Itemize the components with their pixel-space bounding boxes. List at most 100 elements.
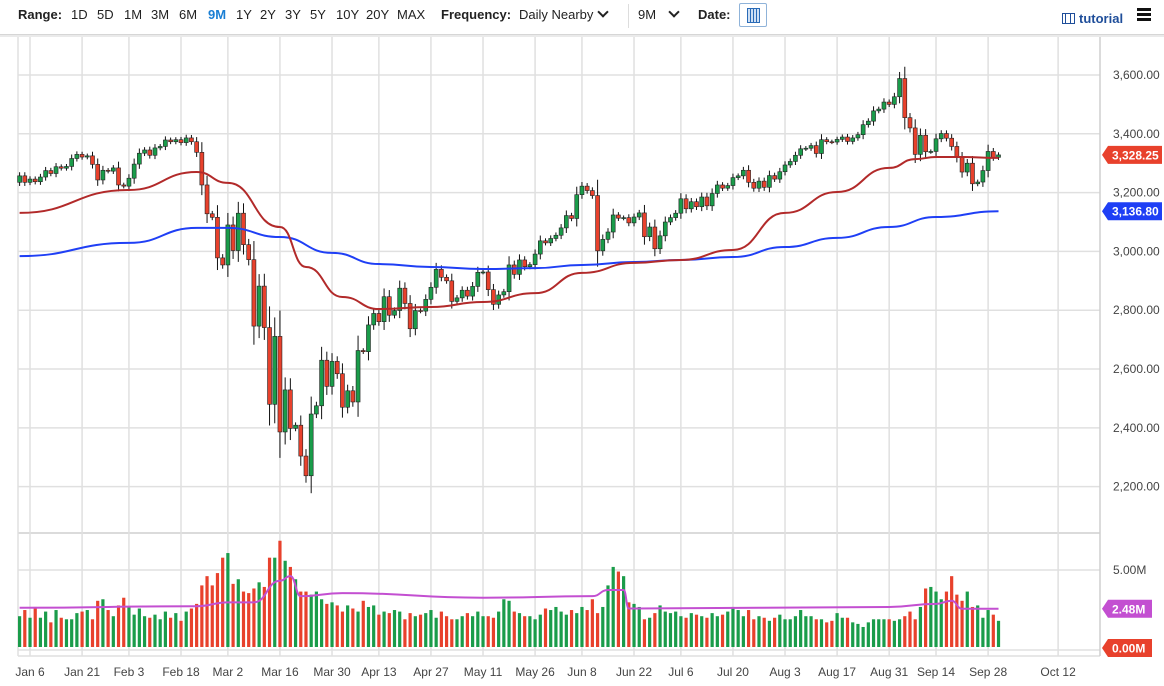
volume-bar	[903, 616, 907, 647]
range-9m[interactable]: 9M	[208, 7, 227, 22]
candle-down	[991, 151, 996, 158]
candle-up	[787, 161, 793, 166]
volume-bar	[418, 614, 423, 647]
tutorial-link[interactable]: tutorial	[1062, 11, 1123, 26]
candle-down	[761, 180, 767, 188]
frequency-value: Daily Nearby	[519, 7, 594, 22]
volume-bar	[476, 611, 480, 647]
volume-bar	[965, 591, 969, 647]
candle-up	[621, 217, 626, 219]
volume-bar	[512, 611, 516, 647]
candle-up	[173, 139, 179, 143]
candle-down	[298, 424, 304, 457]
volume-bar	[38, 617, 43, 647]
candle-up	[647, 226, 652, 238]
volume-bar	[267, 557, 272, 647]
range-1d[interactable]: 1D	[71, 7, 88, 22]
volume-bar	[533, 619, 537, 647]
volume-bar	[491, 617, 496, 647]
volume-bar	[752, 619, 756, 647]
volume-bar	[835, 613, 839, 647]
volume-zero-tag-bg	[1102, 639, 1152, 657]
volume-bar	[340, 611, 345, 647]
candle-down	[694, 201, 699, 208]
range-2y[interactable]: 2Y	[260, 7, 276, 22]
volume-bar	[231, 583, 235, 647]
range-5y[interactable]: 5Y	[310, 7, 326, 22]
candle-down	[543, 240, 548, 244]
range-1y[interactable]: 1Y	[236, 7, 252, 22]
volume-bar	[877, 619, 881, 647]
candle-up	[413, 310, 418, 330]
volume-bar	[366, 606, 371, 647]
volume-bar	[668, 613, 673, 647]
candle-down	[262, 285, 267, 328]
candle-up	[553, 234, 559, 239]
candle-down	[923, 134, 928, 153]
volume-bar	[127, 606, 131, 647]
candle-up	[871, 110, 876, 122]
hamburger-menu-icon[interactable]	[1137, 8, 1151, 21]
candle-up	[433, 269, 439, 288]
candle-up	[803, 147, 809, 150]
volume-bar	[273, 557, 277, 647]
volume-bar	[757, 616, 761, 647]
candle-down	[147, 149, 153, 156]
range-10y[interactable]: 10Y	[336, 7, 360, 22]
candle-down	[350, 390, 356, 403]
period-dropdown[interactable]: 9M	[638, 6, 680, 22]
candle-up	[767, 175, 772, 188]
candle-up	[819, 139, 824, 154]
candle-up	[100, 169, 106, 181]
volume-bar	[101, 599, 105, 647]
volume-bar	[132, 614, 136, 647]
range-6m[interactable]: 6M	[179, 7, 198, 22]
x-tick-label: May 11	[464, 665, 503, 679]
volume-bar	[75, 613, 79, 647]
volume-bar	[137, 608, 141, 647]
candle-down	[58, 166, 64, 169]
range-3y[interactable]: 3Y	[285, 7, 301, 22]
candle-up	[475, 271, 481, 287]
candle-up	[137, 152, 142, 165]
volume-bar	[845, 617, 850, 647]
candle-up	[397, 287, 403, 311]
candle-up	[855, 134, 861, 139]
volume-bar	[825, 622, 829, 647]
range-3m[interactable]: 3M	[151, 7, 170, 22]
volume-bar	[819, 619, 824, 647]
last-price-tag-bg	[1102, 145, 1162, 164]
volume-bar	[658, 605, 662, 647]
date-picker-button[interactable]	[739, 3, 767, 27]
volume-bar	[523, 616, 527, 647]
volume-bar	[184, 611, 188, 647]
volume-bar	[309, 594, 313, 647]
range-5d[interactable]: 5D	[97, 7, 114, 22]
candle-up	[532, 253, 538, 265]
volume-bar	[90, 619, 95, 647]
candle-up	[756, 180, 762, 189]
candle-up	[314, 405, 319, 415]
range-20y[interactable]: 20Y	[366, 7, 390, 22]
volume-bar	[601, 606, 605, 647]
candle-up	[527, 264, 533, 268]
volume-bar	[80, 611, 84, 647]
x-tick-label: Feb 18	[162, 665, 200, 679]
frequency-dropdown[interactable]: Daily Nearby	[519, 6, 610, 22]
volume-bar	[486, 616, 490, 647]
volume-bar	[741, 616, 745, 647]
volume-bar	[387, 613, 391, 647]
candle-down	[246, 244, 252, 260]
candle-down	[204, 184, 210, 215]
volume-bar	[663, 611, 667, 647]
price-chart[interactable]: 3,600.00 3,400.00 3,200.00 3,000.00 2,800.00…	[0, 35, 1164, 686]
range-1m[interactable]: 1M	[124, 7, 143, 22]
volume-bar	[715, 616, 719, 647]
candle-up	[980, 170, 986, 183]
candle-up	[834, 139, 840, 143]
volume-bar	[856, 623, 860, 647]
volume-bar	[257, 582, 261, 647]
candle-down	[949, 137, 954, 147]
range-max[interactable]: MAX	[397, 7, 426, 22]
volume-bar	[189, 608, 194, 647]
